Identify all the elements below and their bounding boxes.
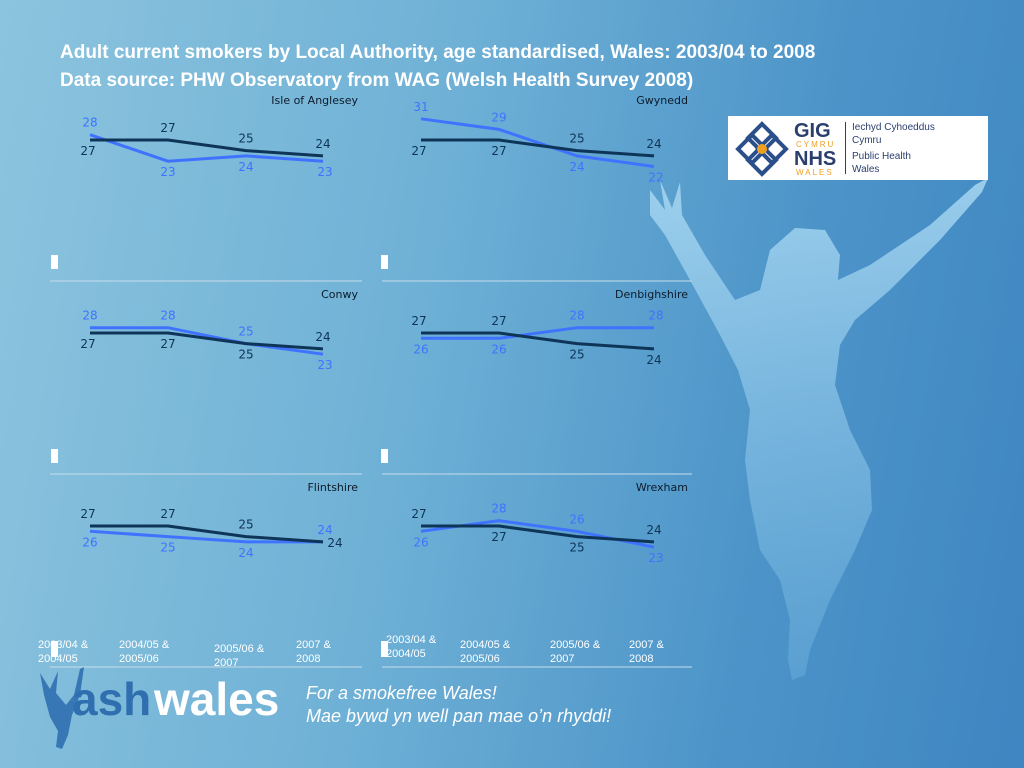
chart-4-series-2-label-3: 25 [569, 348, 584, 362]
chart-6-bottom-marker [381, 641, 388, 655]
x-label-left-1: 2003/04 & 2004/05 [38, 639, 89, 665]
logo-wales: WALES [796, 168, 834, 177]
x-label-right-4: 2007 & 2008 [629, 639, 664, 665]
jumping-figure-icon [650, 178, 988, 680]
chart-1-series-2-label-2: 27 [160, 121, 175, 135]
chart-6-series-2-label-2: 27 [491, 530, 506, 544]
x-label-left-4: 2007 & 2008 [296, 639, 331, 665]
chart-title: Adult current smokers by Local Authority… [60, 42, 816, 63]
chart-1-series-1-label-1: 28 [82, 116, 97, 130]
chart-3-series-1-label-4: 23 [317, 358, 332, 372]
chart-2-series-2-label-1: 27 [411, 144, 426, 158]
chart-3-series-2-label-1: 27 [80, 337, 95, 351]
chart-6-series-2-label-1: 27 [411, 507, 426, 521]
logo-divider [845, 122, 846, 174]
x-label-right-2: 2004/05 & 2005/06 [460, 639, 511, 665]
chart-1-series-1-line [89, 133, 324, 163]
chart-5-series-2-label-4: 24 [327, 536, 342, 550]
chart-5-series-1-line [89, 529, 323, 544]
chart-4-series-1-line [421, 326, 654, 340]
chart-2-series-1-label-4: 22 [648, 171, 663, 185]
chart-2-series-1-line [420, 117, 655, 168]
chart-4-series-2-label-1: 27 [411, 314, 426, 328]
chart-5-series-1-label-4: 24 [317, 523, 332, 537]
ash-figure-icon [40, 667, 84, 749]
chart-2-series-1-label-3: 24 [569, 160, 584, 174]
chart-2-series-2-label-2: 27 [491, 144, 506, 158]
chart-3-series-1-label-2: 28 [160, 309, 175, 323]
chart-3-series-2-label-4: 24 [315, 330, 330, 344]
chart-5-series-2-label-3: 25 [238, 518, 253, 532]
x-label-left-3: 2005/06 & 2007 [214, 643, 265, 669]
chart-1-marker [51, 255, 58, 269]
chart-5-series-2-label-2: 27 [160, 507, 175, 521]
chart-5-bottom-marker [51, 641, 58, 655]
chart-5-series-1-label-1: 26 [82, 535, 97, 549]
chart-2-series-2-label-4: 24 [646, 137, 661, 151]
chart-2-series-2-line [421, 138, 655, 158]
chart-1-series-2-line [90, 138, 324, 158]
chart-4-series-1-label-4: 28 [648, 309, 663, 323]
logo-nhs: NHS [794, 148, 837, 170]
chart-4-series-1-label-2: 26 [491, 342, 506, 356]
chart-3-series-1-label-1: 28 [82, 309, 97, 323]
logo-line4: Wales [852, 164, 880, 175]
chart-6-title: Wrexham [636, 481, 688, 494]
chart-2-title: Gwynedd [636, 94, 688, 107]
chart-6-series-2-label-4: 24 [646, 523, 661, 537]
chart-3-series-2-label-3: 25 [238, 348, 253, 362]
chart-4-series-2-label-2: 27 [491, 314, 506, 328]
chart-1-series-2-label-4: 24 [315, 137, 330, 151]
chart-1-title: Isle of Anglesey [271, 94, 358, 107]
chart-3-series-2-label-2: 27 [160, 337, 175, 351]
chart-subtitle: Data source: PHW Observatory from WAG (W… [60, 70, 694, 91]
chart-6-series-1-label-1: 26 [413, 535, 428, 549]
chart-4-series-2-line [421, 331, 655, 351]
chart-2-series-1-label-2: 29 [491, 110, 506, 124]
chart-1-series-1-label-3: 24 [238, 160, 253, 174]
chart-1-series-1-label-4: 23 [317, 165, 332, 179]
chart-5-series-2-label-1: 27 [80, 507, 95, 521]
chart-6-series-1-label-3: 26 [569, 512, 584, 526]
chart-4-series-1-label-1: 26 [413, 342, 428, 356]
logo-line1: Iechyd Cyhoeddus [852, 122, 935, 133]
chart-6-series-2-label-3: 25 [569, 541, 584, 555]
tagline-welsh: Mae bywd yn well pan mae o’n rhyddi! [306, 706, 612, 726]
chart-3-series-1-label-3: 25 [238, 325, 253, 339]
logo-line2: Cymru [852, 135, 882, 146]
chart-4-series-2-label-4: 24 [646, 353, 661, 367]
x-label-right-1: 2003/04 & 2004/05 [386, 634, 437, 660]
logo-line3: Public Health [852, 151, 911, 162]
chart-5-series-1-label-2: 25 [160, 541, 175, 555]
chart-1-series-1-label-2: 23 [160, 165, 175, 179]
chart-6-series-1-label-4: 23 [648, 551, 663, 565]
chart-3-series-2-line [90, 331, 324, 351]
brand-wales: wales [154, 673, 280, 725]
chart-3-title: Conwy [321, 288, 358, 301]
chart-5-title: Flintshire [307, 481, 358, 494]
chart-3-marker [51, 449, 58, 463]
chart-2-series-2-label-3: 25 [569, 132, 584, 146]
logo-gig: GIG [794, 120, 831, 142]
x-label-left-2: 2004/05 & 2005/06 [119, 639, 170, 665]
celtic-knot-icon [735, 121, 789, 177]
chart-2-series-1-label-1: 31 [413, 100, 428, 114]
chart-6-series-2-line [421, 524, 655, 544]
x-label-right-3: 2005/06 & 2007 [550, 639, 601, 665]
chart-4-marker [381, 449, 388, 463]
public-health-wales-logo: GIG CYMRU NHS WALES Iechyd Cyhoeddus Cym… [728, 116, 988, 180]
chart-5-series-1-label-3: 24 [238, 546, 253, 560]
chart-2-marker [381, 255, 388, 269]
chart-5-series-2-line [90, 524, 324, 544]
chart-4-series-1-label-3: 28 [569, 309, 584, 323]
chart-1-series-2-label-1: 27 [80, 144, 95, 158]
chart-4-title: Denbighshire [615, 288, 688, 301]
chart-3-series-1-line [90, 326, 324, 356]
brand-ash: ash [72, 673, 152, 725]
chart-6-series-1-label-2: 28 [491, 502, 506, 516]
tagline-english: For a smokefree Wales! [306, 683, 497, 703]
logo-cymru: CYMRU [796, 140, 836, 149]
chart-1-series-2-label-3: 25 [238, 132, 253, 146]
